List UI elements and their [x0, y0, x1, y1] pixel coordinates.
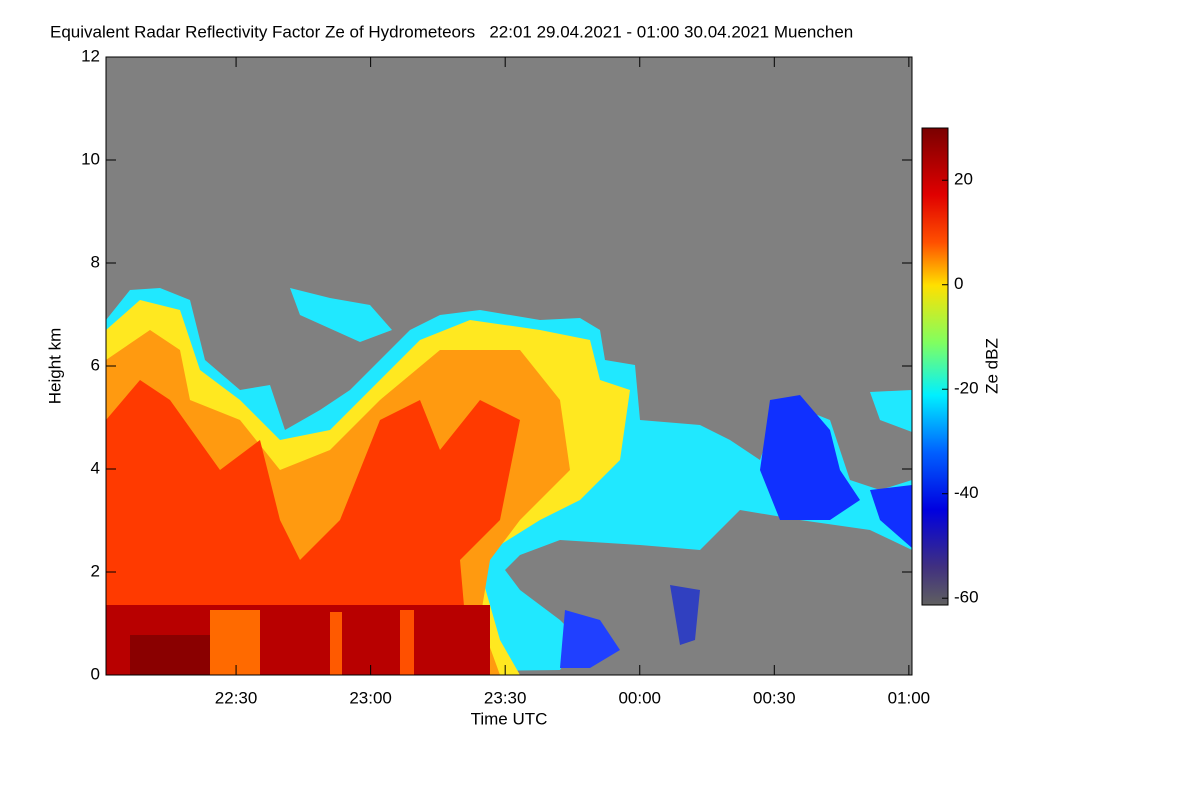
x-tick-label: 00:30 [753, 688, 796, 707]
y-axis-label: Height km [45, 328, 64, 405]
x-tick-label: 23:30 [484, 688, 527, 707]
x-tick-label: 22:30 [215, 688, 258, 707]
y-tick-label: 2 [91, 561, 100, 580]
colorbar-label: Ze dBZ [982, 338, 1001, 394]
x-tick-label: 00:00 [618, 688, 661, 707]
radar-field [106, 57, 912, 675]
colorbar-tick-label: 20 [954, 170, 973, 189]
axes: 0 2 4 6 8 10 12 22:30 23:00 23:30 00:00 00:30 01:00 T… [45, 46, 1001, 728]
colorbar [921, 127, 949, 606]
chart-title: Equivalent Radar Reflectivity Factor Ze … [50, 22, 853, 41]
y-tick-label: 12 [81, 46, 100, 65]
y-tick-label: 0 [91, 664, 100, 683]
colorbar-tick-label: -20 [954, 379, 979, 398]
y-tick-label: 10 [81, 149, 100, 168]
x-tick-label: 23:00 [349, 688, 392, 707]
y-tick-label: 8 [91, 252, 100, 271]
y-tick-label: 6 [91, 355, 100, 374]
colorbar-tick-label: 0 [954, 274, 963, 293]
y-tick-label: 4 [91, 458, 100, 477]
colorbar-tick-label: -60 [954, 588, 979, 607]
x-tick-label: 01:00 [888, 688, 931, 707]
colorbar-tick-label: -40 [954, 483, 979, 502]
x-axis-label: Time UTC [471, 709, 548, 728]
